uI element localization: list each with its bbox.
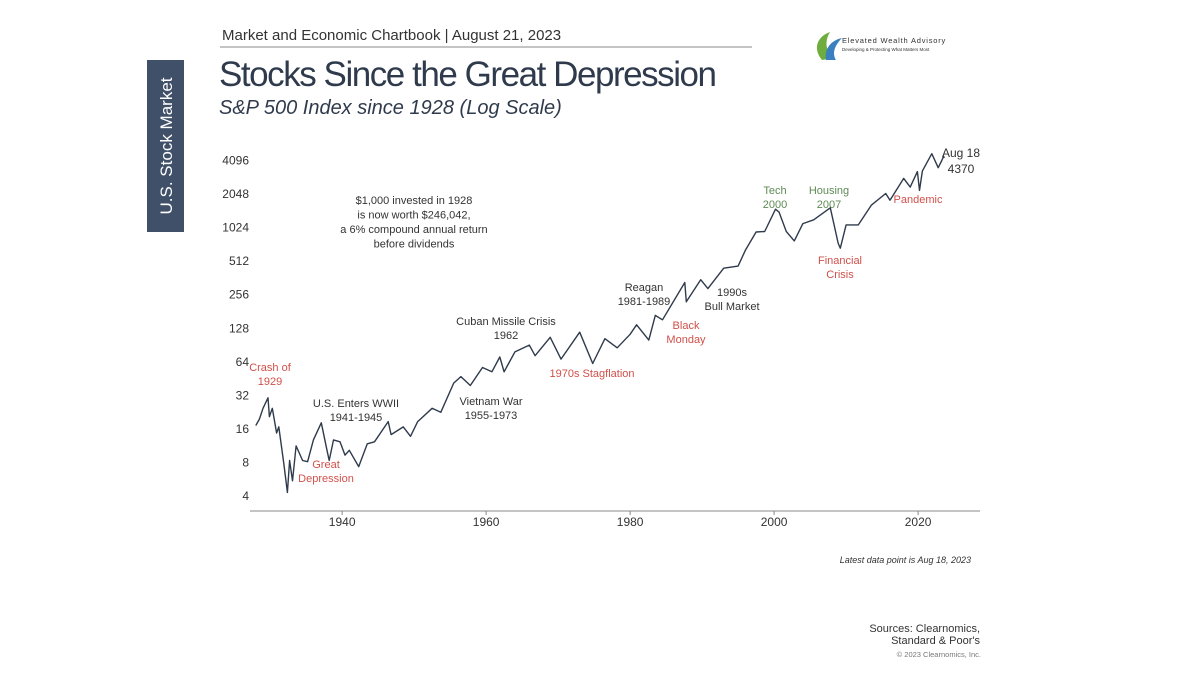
annotation: Reagan bbox=[625, 282, 664, 294]
end-value: 4370 bbox=[948, 162, 975, 176]
end-label: Aug 18 bbox=[942, 146, 980, 160]
y-tick-label: 128 bbox=[229, 321, 249, 335]
footer-sources: Sources: Clearnomics, bbox=[869, 623, 980, 635]
chart-title: Stocks Since the Great Depression bbox=[219, 55, 717, 94]
footer-note: Latest data point is Aug 18, 2023 bbox=[840, 555, 971, 565]
footer-sources: Standard & Poor's bbox=[891, 635, 980, 647]
annotation: Vietnam War bbox=[460, 396, 523, 408]
x-tick-label: 2000 bbox=[761, 515, 788, 529]
chart-subtitle: S&P 500 Index since 1928 (Log Scale) bbox=[219, 97, 562, 119]
sidebar-tab bbox=[147, 60, 184, 232]
annotation: Pandemic bbox=[894, 194, 943, 206]
annotation: Housing bbox=[809, 185, 849, 197]
y-tick-label: 4096 bbox=[222, 153, 249, 167]
footer-copyright: © 2023 Clearnomics, Inc. bbox=[897, 650, 981, 659]
annotation: 1981-1989 bbox=[618, 296, 671, 308]
x-tick-label: 1960 bbox=[473, 515, 500, 529]
annotation: Bull Market bbox=[704, 301, 759, 313]
logo-leaf bbox=[816, 32, 834, 60]
logo-leaf bbox=[825, 38, 842, 60]
annotation: before dividends bbox=[374, 238, 455, 250]
x-tick-label: 1940 bbox=[329, 515, 356, 529]
logo-tagline: Developing & Protecting What Matters Mos… bbox=[842, 47, 930, 52]
annotation: 1955-1973 bbox=[465, 410, 518, 422]
annotation: Black bbox=[673, 320, 700, 332]
annotation: Great bbox=[312, 459, 340, 471]
annotation: Crash of bbox=[249, 362, 292, 374]
annotation: U.S. Enters WWII bbox=[313, 398, 399, 410]
annotation: Crisis bbox=[826, 269, 854, 281]
annotation: 2000 bbox=[763, 199, 787, 211]
annotation: Depression bbox=[298, 473, 354, 485]
annotation: 1970s Stagflation bbox=[549, 368, 634, 380]
annotation: a 6% compound annual return bbox=[340, 224, 487, 236]
y-tick-label: 64 bbox=[236, 355, 250, 369]
logo-name: Elevated Wealth Advisory bbox=[842, 36, 946, 45]
annotation: 2007 bbox=[817, 199, 841, 211]
annotation: 1962 bbox=[494, 330, 518, 342]
annotation: Financial bbox=[818, 255, 862, 267]
y-tick-label: 8 bbox=[242, 456, 249, 470]
y-tick-label: 4 bbox=[242, 489, 249, 503]
annotation: Monday bbox=[666, 334, 706, 346]
header: Market and Economic Chartbook | August 2… bbox=[222, 27, 561, 44]
annotation: Tech bbox=[763, 185, 786, 197]
sidebar-label: U.S. Stock Market bbox=[157, 77, 176, 214]
y-tick-label: 16 bbox=[236, 422, 250, 436]
y-tick-label: 256 bbox=[229, 288, 249, 302]
annotation: 1929 bbox=[258, 376, 282, 388]
y-tick-label: 32 bbox=[236, 388, 250, 402]
x-tick-label: 1980 bbox=[617, 515, 644, 529]
annotation: Cuban Missile Crisis bbox=[456, 316, 556, 328]
annotation: $1,000 invested in 1928 bbox=[356, 195, 473, 207]
y-tick-label: 512 bbox=[229, 254, 249, 268]
logo: Elevated Wealth Advisory Developing & Pr… bbox=[816, 32, 946, 60]
x-tick-label: 2020 bbox=[905, 515, 932, 529]
annotation: is now worth $246,042, bbox=[357, 209, 470, 221]
series-line bbox=[255, 153, 945, 494]
y-tick-label: 1024 bbox=[222, 221, 249, 235]
y-tick-label: 2048 bbox=[222, 187, 249, 201]
annotation: 1990s bbox=[717, 287, 747, 299]
annotation: 1941-1945 bbox=[330, 412, 383, 424]
